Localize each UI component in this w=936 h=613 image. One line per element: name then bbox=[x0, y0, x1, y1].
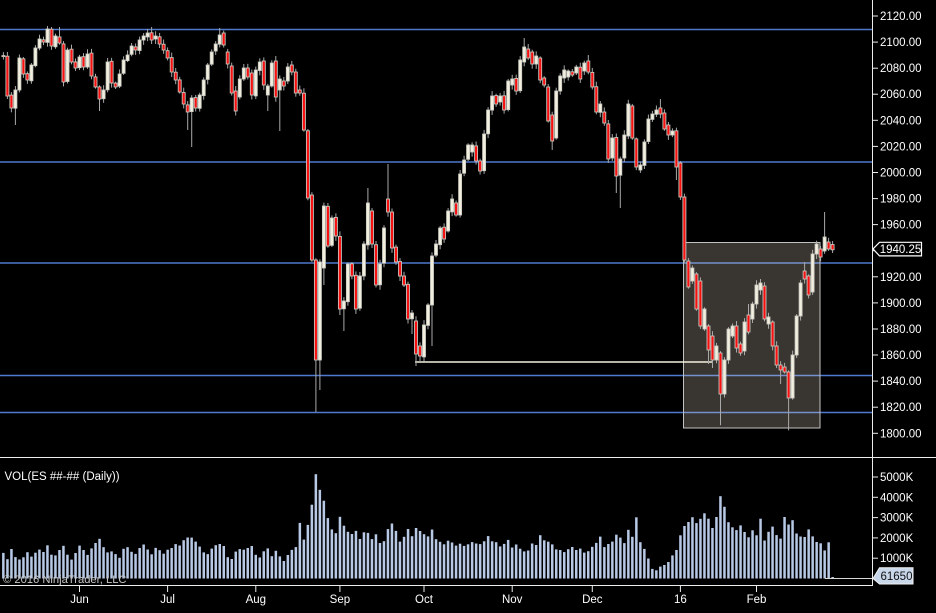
svg-text:Nov: Nov bbox=[502, 594, 523, 606]
svg-text:Jun: Jun bbox=[70, 594, 89, 606]
svg-text:Oct: Oct bbox=[415, 594, 434, 606]
svg-text:© 2016 NinjaTrader, LLC: © 2016 NinjaTrader, LLC bbox=[3, 574, 127, 586]
svg-text:2000K: 2000K bbox=[880, 533, 914, 545]
svg-text:Jul: Jul bbox=[160, 594, 175, 606]
svg-text:1920.00: 1920.00 bbox=[880, 272, 922, 284]
svg-text:1880.00: 1880.00 bbox=[880, 324, 922, 336]
svg-text:Aug: Aug bbox=[246, 594, 266, 606]
svg-text:Dec: Dec bbox=[582, 594, 603, 606]
svg-text:4000K: 4000K bbox=[880, 492, 914, 504]
svg-text:Sep: Sep bbox=[330, 594, 350, 606]
svg-text:1840.00: 1840.00 bbox=[880, 376, 922, 388]
svg-text:1860.00: 1860.00 bbox=[880, 350, 922, 362]
svg-text:3000K: 3000K bbox=[880, 513, 914, 525]
svg-text:2080.00: 2080.00 bbox=[880, 63, 922, 75]
svg-text:16: 16 bbox=[674, 594, 687, 606]
svg-text:1940.25: 1940.25 bbox=[880, 244, 922, 256]
svg-text:1960.00: 1960.00 bbox=[880, 220, 922, 232]
svg-text:1820.00: 1820.00 bbox=[880, 402, 922, 414]
svg-text:1900.00: 1900.00 bbox=[880, 298, 922, 310]
svg-text:2020.00: 2020.00 bbox=[880, 141, 922, 153]
svg-text:2040.00: 2040.00 bbox=[880, 115, 922, 127]
svg-text:5000K: 5000K bbox=[880, 472, 914, 484]
svg-text:2000.00: 2000.00 bbox=[880, 168, 922, 180]
svg-text:1800.00: 1800.00 bbox=[880, 428, 922, 440]
svg-text:1000K: 1000K bbox=[880, 553, 914, 565]
svg-text:Feb: Feb bbox=[747, 594, 767, 606]
svg-text:61650: 61650 bbox=[881, 571, 913, 583]
svg-text:2120.00: 2120.00 bbox=[880, 11, 922, 23]
svg-text:1980.00: 1980.00 bbox=[880, 194, 922, 206]
svg-text:VOL(ES ##-## (Daily)): VOL(ES ##-## (Daily)) bbox=[5, 471, 120, 483]
svg-text:2100.00: 2100.00 bbox=[880, 37, 922, 49]
svg-text:2060.00: 2060.00 bbox=[880, 89, 922, 101]
